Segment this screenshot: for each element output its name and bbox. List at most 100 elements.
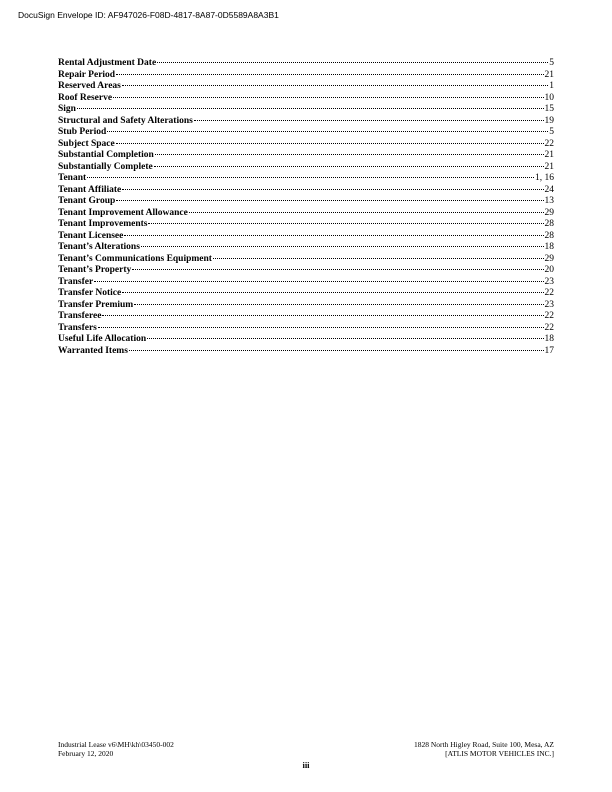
index-term: Tenant Improvements [58, 219, 148, 230]
index-term: Tenant Affiliate [58, 184, 122, 195]
index-page: 18 [544, 334, 555, 345]
index-entry: Tenant Group 13 [58, 196, 554, 208]
index-entry: Sign 15 [58, 104, 554, 116]
index-term: Transfer [58, 276, 94, 287]
index-entry: Transfers 22 [58, 323, 554, 335]
index-term: Structural and Safety Alterations [58, 115, 193, 126]
leader-dots [148, 223, 544, 225]
index-entry: Warranted Items 17 [58, 346, 554, 358]
leader-dots [122, 188, 544, 190]
index-page: 5 [549, 127, 554, 138]
leader-dots [154, 154, 544, 156]
index-entry: Rental Adjustment Date 5 [58, 58, 554, 70]
index-entry: Stub Period 5 [58, 127, 554, 139]
index-page: 22 [544, 311, 555, 322]
index-entry: Structural and Safety Alterations 19 [58, 116, 554, 128]
index-term: Tenant Improvement Allowance [58, 207, 188, 218]
leader-dots [132, 269, 544, 271]
index-entry: Tenant Improvement Allowance 29 [58, 208, 554, 220]
leader-dots [153, 165, 544, 167]
footer-address: 1828 North Higley Road, Suite 100, Mesa,… [414, 740, 554, 749]
leader-dots [107, 131, 549, 133]
index-entry: Tenant’s Alterations 18 [58, 242, 554, 254]
index-entry: Transferee 22 [58, 311, 554, 323]
leader-dots [76, 108, 544, 110]
index-entry: Subject Space 22 [58, 139, 554, 151]
index-page: 1, 16 [535, 173, 554, 184]
index-entry: Tenant Licensee 28 [58, 231, 554, 243]
index-page: 17 [544, 345, 555, 356]
index-page: 23 [544, 299, 555, 310]
index-term: Tenant’s Alterations [58, 242, 140, 253]
leader-dots [212, 257, 544, 259]
leader-dots [124, 234, 544, 236]
index-entry: Substantial Completion 21 [58, 150, 554, 162]
leader-dots [134, 303, 544, 305]
index-term: Repair Period [58, 69, 116, 80]
index-page: 28 [544, 230, 555, 241]
index-term: Stub Period [58, 127, 107, 138]
footer-left: Industrial Lease v6\MH\kh\03450-002 Febru… [58, 740, 174, 758]
index-page: 21 [544, 150, 555, 161]
index-term: Subject Space [58, 138, 115, 149]
index-entry: Reserved Areas 1 [58, 81, 554, 93]
index-term: Rental Adjustment Date [58, 58, 157, 68]
index-page: 29 [544, 253, 555, 264]
index-term: Reserved Areas [58, 81, 121, 92]
envelope-id: DocuSign Envelope ID: AF947026-F08D-4817… [18, 10, 279, 20]
index-page: 5 [549, 58, 554, 68]
index-page: 20 [544, 265, 555, 276]
index-term: Sign [58, 104, 76, 115]
footer-date: February 12, 2020 [58, 749, 114, 758]
leader-dots [122, 292, 544, 294]
index-entry: Repair Period 21 [58, 70, 554, 82]
index-page: 21 [544, 69, 555, 80]
index-entry: Transfer Premium 23 [58, 300, 554, 312]
index-term: Tenant’s Property [58, 265, 132, 276]
index-page: 28 [544, 219, 555, 230]
index-term: Tenant [58, 173, 87, 184]
index-entry: Useful Life Allocation 18 [58, 334, 554, 346]
index-page: 29 [544, 207, 555, 218]
index-page: 1 [549, 81, 554, 92]
index-term: Transfers [58, 322, 97, 333]
leader-dots [97, 326, 544, 328]
leader-dots [115, 142, 544, 144]
leader-dots [188, 211, 544, 213]
index-entry: Tenant 1, 16 [58, 173, 554, 185]
leader-dots [147, 338, 544, 340]
index-page: 19 [544, 115, 555, 126]
footer-tenant: [ATLIS MOTOR VEHICLES INC.] [445, 749, 554, 758]
index-page: 21 [544, 161, 555, 172]
index-term: Substantially Complete [58, 161, 153, 172]
index-term: Roof Reserve [58, 92, 113, 103]
leader-dots [113, 96, 544, 98]
index-term: Tenant Group [58, 196, 116, 207]
index-page: 22 [544, 288, 555, 299]
index-page: 13 [544, 196, 555, 207]
leader-dots [87, 177, 534, 179]
leader-dots [121, 85, 549, 87]
footer-doc-id: Industrial Lease v6\MH\kh\03450-002 [58, 740, 174, 749]
leader-dots [102, 315, 544, 317]
index-entry: Roof Reserve 10 [58, 93, 554, 105]
index-term: Tenant Licensee [58, 230, 124, 241]
index-entry: Tenant Improvements 28 [58, 219, 554, 231]
index-entry: Tenant’s Communications Equipment 29 [58, 254, 554, 266]
index-term: Useful Life Allocation [58, 334, 147, 345]
leader-dots [94, 280, 544, 282]
leader-dots [157, 62, 549, 63]
index-term: Substantial Completion [58, 150, 154, 161]
leader-dots [140, 246, 544, 248]
footer-right: 1828 North Higley Road, Suite 100, Mesa,… [414, 740, 554, 758]
index-page: 24 [544, 184, 555, 195]
page-number: iii [302, 760, 310, 770]
index-entry: Tenant Affiliate 24 [58, 185, 554, 197]
index-page: 23 [544, 276, 555, 287]
index-entry: Tenant’s Property 20 [58, 265, 554, 277]
index-entry: Transfer Notice 22 [58, 288, 554, 300]
index-page: 15 [544, 104, 555, 115]
index-page: 22 [544, 138, 555, 149]
index-list: Rental Adjustment Date 5 Repair Period 21 Re… [58, 58, 554, 357]
